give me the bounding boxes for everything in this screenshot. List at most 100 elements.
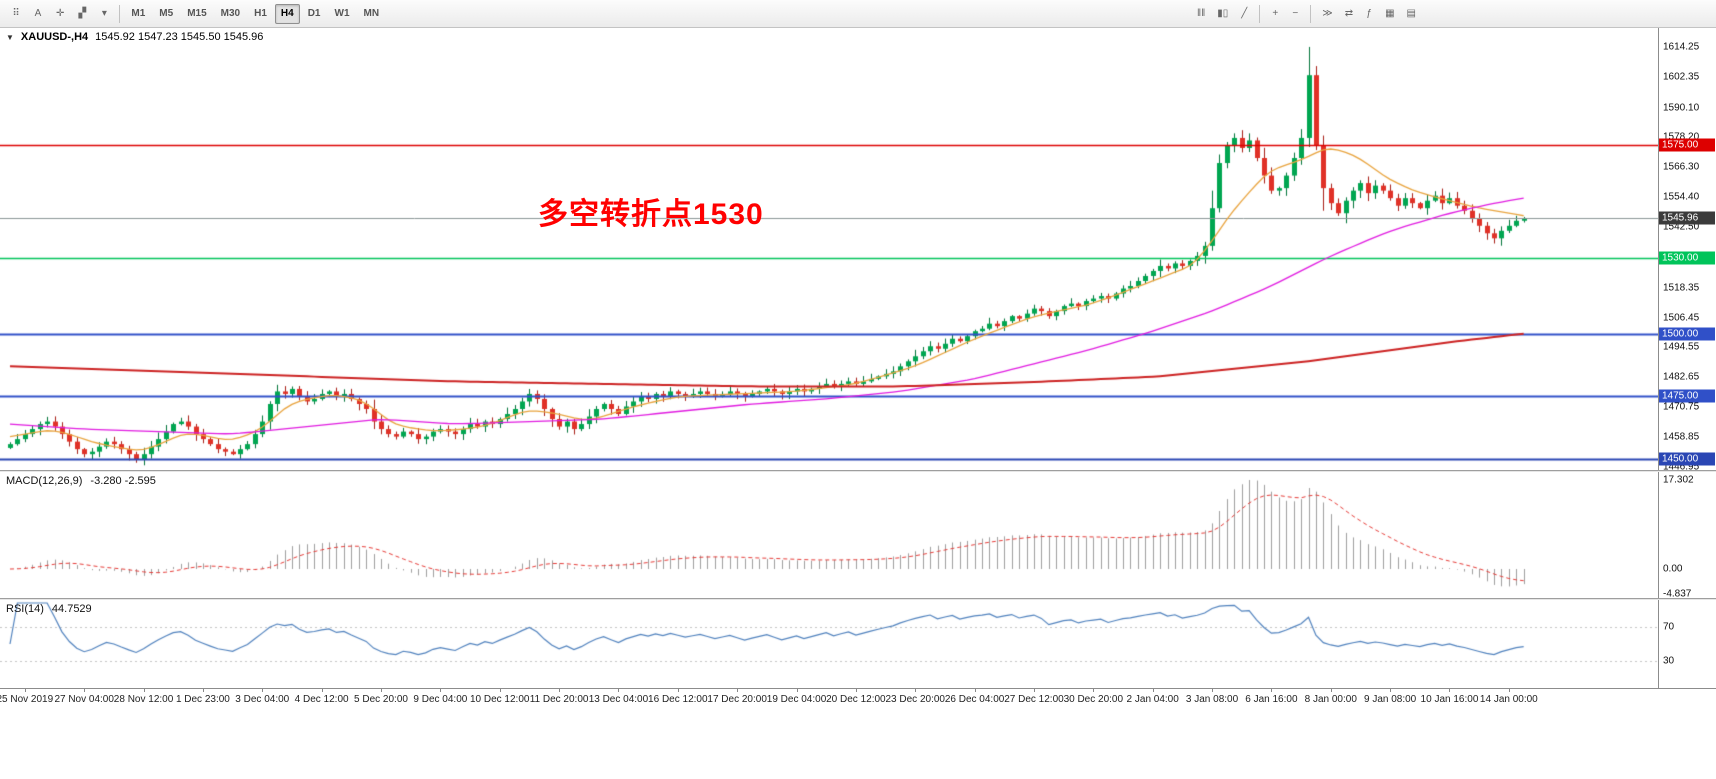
line-chart-icon[interactable]: ╱ bbox=[1241, 8, 1248, 19]
time-axis-tick bbox=[737, 689, 738, 692]
axis-tick: 70 bbox=[1663, 621, 1675, 633]
axis-tick: 1554.40 bbox=[1663, 191, 1700, 203]
timeframe-button-h4[interactable]: H4 bbox=[274, 3, 300, 24]
timeframe-button-h1[interactable]: H1 bbox=[254, 8, 267, 19]
time-axis-label: 28 Nov 12:00 bbox=[113, 694, 174, 705]
axis-tick: 1506.45 bbox=[1663, 312, 1700, 324]
time-axis-label: 20 Dec 12:00 bbox=[826, 694, 886, 705]
time-axis-tick bbox=[1271, 689, 1272, 692]
time-axis-tick bbox=[678, 689, 679, 692]
time-axis-tick bbox=[1093, 689, 1094, 692]
axis-tick: 1602.35 bbox=[1663, 71, 1700, 83]
timeframe-button-d1[interactable]: D1 bbox=[307, 8, 321, 19]
time-axis[interactable]: 25 Nov 2019 27 Nov 04:00 28 Nov 12:00 1 Dec… bbox=[0, 688, 1716, 712]
time-axis-label: 9 Jan 08:00 bbox=[1363, 694, 1417, 705]
time-axis-tick bbox=[1212, 689, 1213, 692]
time-axis-tick bbox=[1449, 689, 1450, 692]
toolbar-separator bbox=[119, 4, 121, 23]
macd-plot-area[interactable]: MACD(12,26,9) -3.280 -2.595 bbox=[0, 472, 1658, 598]
axis-tick: 1590.10 bbox=[1663, 102, 1700, 114]
zoom-in-icon[interactable]: + bbox=[1272, 8, 1279, 19]
timeframe-button-m30[interactable]: M30 bbox=[220, 8, 241, 19]
macd-name: MACD(12,26,9) bbox=[6, 475, 83, 487]
rsi-panel: RSI(14) 44.7529 70 30 bbox=[0, 600, 1716, 688]
zoom-out-icon[interactable]: − bbox=[1292, 8, 1299, 19]
time-axis-label: 17 Dec 20:00 bbox=[707, 694, 767, 705]
rsi-name: RSI(14) bbox=[6, 603, 44, 615]
panel-separator[interactable] bbox=[0, 598, 1716, 600]
main-chart-panel: ▼ XAUUSD-,H4 1545.92 1547.23 1545.50 154… bbox=[0, 28, 1716, 472]
panel-separator[interactable] bbox=[0, 470, 1716, 472]
level-badge-1530.00: 1530.00 bbox=[1659, 251, 1715, 265]
price-axis[interactable]: 1614.25 1602.35 1590.10 1578.20 1566.30 1554.… bbox=[1658, 28, 1716, 472]
chart-annotation-text[interactable]: 多空转折点1530 bbox=[538, 198, 764, 231]
auto-scroll-icon[interactable]: ≫ bbox=[1322, 8, 1333, 19]
axis-tick: 1566.30 bbox=[1663, 161, 1700, 173]
level-badge-1475.00: 1475.00 bbox=[1659, 389, 1715, 403]
label-a-icon[interactable]: A bbox=[34, 8, 42, 19]
time-axis-label: 16 Dec 12:00 bbox=[648, 694, 708, 705]
timeframe-button-group: M1 M5 M15 M30 H1 H4 D1 W1 MN bbox=[125, 3, 385, 24]
time-axis-tick bbox=[203, 689, 204, 692]
axis-tick: 1578.20 bbox=[1663, 131, 1700, 143]
time-axis-tick bbox=[322, 689, 323, 692]
periods-icon[interactable]: ▦ bbox=[1385, 8, 1395, 19]
axis-tick: 1518.35 bbox=[1663, 282, 1700, 294]
axis-tick: 17.302 bbox=[1663, 474, 1694, 486]
time-axis-tick bbox=[440, 689, 441, 692]
axis-tick: 1614.25 bbox=[1663, 41, 1700, 53]
time-axis-label: 30 Dec 20:00 bbox=[1063, 694, 1124, 705]
ohlc-values: 1545.92 1547.23 1545.50 1545.96 bbox=[95, 31, 264, 43]
price-chart-canvas[interactable] bbox=[0, 28, 1658, 470]
time-axis-tick bbox=[1509, 689, 1510, 692]
time-axis-label: 19 Dec 04:00 bbox=[766, 694, 827, 705]
rsi-axis[interactable]: 70 30 bbox=[1658, 600, 1716, 688]
time-axis-tick bbox=[1034, 689, 1035, 692]
bid-price-badge: 1545.96 bbox=[1659, 211, 1715, 225]
time-axis-tick bbox=[856, 689, 857, 692]
axis-tick: -4.837 bbox=[1663, 588, 1692, 600]
rsi-plot-area[interactable]: RSI(14) 44.7529 bbox=[0, 600, 1658, 688]
templates-icon[interactable]: ▤ bbox=[1406, 8, 1416, 19]
rsi-canvas[interactable] bbox=[0, 600, 1658, 688]
candlestick-chart-icon[interactable]: ▮▯ bbox=[1217, 8, 1229, 19]
axis-tick: 1470.75 bbox=[1663, 401, 1700, 413]
crosshair-icon[interactable]: ✛ bbox=[56, 8, 65, 19]
timeframe-button-m5[interactable]: M5 bbox=[159, 8, 174, 19]
time-axis-tick bbox=[915, 689, 916, 692]
axis-tick: 0.00 bbox=[1663, 563, 1683, 575]
bar-chart-icon[interactable]: ‖‖ bbox=[1196, 8, 1206, 19]
timeframe-button-m1[interactable]: M1 bbox=[131, 8, 146, 19]
macd-panel: MACD(12,26,9) -3.280 -2.595 17.302 0.00 -4… bbox=[0, 472, 1716, 600]
time-axis-tick bbox=[381, 689, 382, 692]
price-plot-area[interactable]: ▼ XAUUSD-,H4 1545.92 1547.23 1545.50 154… bbox=[0, 28, 1658, 470]
macd-values: -3.280 -2.595 bbox=[90, 475, 156, 487]
time-axis-label: 3 Dec 04:00 bbox=[235, 694, 290, 705]
chart-shift-icon[interactable]: ⇄ bbox=[1344, 8, 1354, 19]
level-badge-1575.00: 1575.00 bbox=[1659, 138, 1715, 152]
macd-axis[interactable]: 17.302 0.00 -4.837 bbox=[1658, 472, 1716, 600]
time-axis-label: 11 Dec 20:00 bbox=[529, 694, 589, 705]
line-style-icon[interactable]: ▞ bbox=[78, 8, 87, 19]
axis-tick: 1542.50 bbox=[1663, 221, 1700, 233]
time-axis-label: 3 Jan 08:00 bbox=[1185, 694, 1239, 705]
indicators-icon[interactable]: ƒ bbox=[1366, 8, 1372, 19]
toolbar-separator bbox=[1310, 4, 1312, 23]
time-axis-tick bbox=[975, 689, 976, 692]
timeframe-button-m15[interactable]: M15 bbox=[187, 8, 207, 19]
timeframe-button-w1[interactable]: W1 bbox=[334, 8, 350, 19]
time-axis-label: 2 Jan 04:00 bbox=[1126, 694, 1179, 705]
time-axis-tick bbox=[1331, 689, 1332, 692]
time-axis-tick bbox=[84, 689, 85, 692]
axis-tick: 1494.55 bbox=[1663, 341, 1700, 353]
timeframe-button-mn[interactable]: MN bbox=[363, 8, 380, 19]
rsi-label: RSI(14) 44.7529 bbox=[6, 603, 92, 615]
time-axis-label: 1 Dec 23:00 bbox=[175, 694, 230, 705]
collapse-arrow-icon[interactable]: ▼ bbox=[6, 33, 14, 42]
time-axis-label: 10 Dec 12:00 bbox=[469, 694, 530, 705]
macd-canvas[interactable] bbox=[0, 472, 1658, 598]
toolbar: ⠿ A ✛ ▞ ▾ M1 M5 M15 M30 H1 H4 D1 W1 MN ‖‖ ▮▯ ╱ + − ≫ ⇄ ƒ ▦ ▤ bbox=[0, 0, 1716, 28]
pointer-grid-icon[interactable]: ⠿ bbox=[12, 8, 20, 19]
dropdown-arrow-icon[interactable]: ▾ bbox=[101, 8, 107, 19]
time-axis-label: 4 Dec 12:00 bbox=[294, 694, 349, 705]
